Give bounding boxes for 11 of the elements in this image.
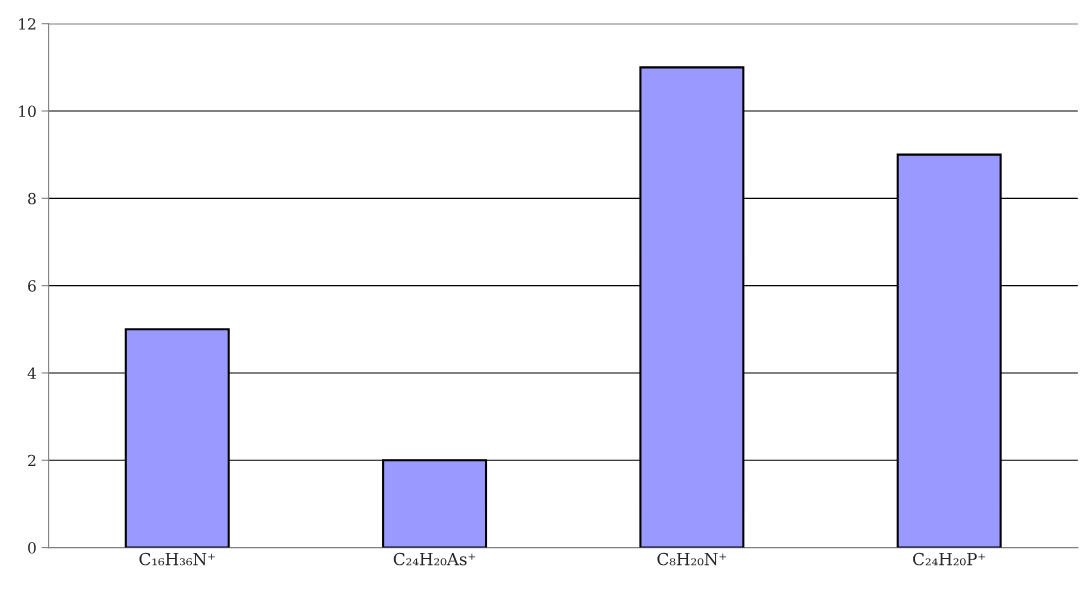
x-tick-label: C₁₆H₃₆N⁺	[139, 552, 215, 566]
y-tick-label: 2	[28, 454, 36, 467]
x-tick-label: C₂₄H₂₀As⁺	[393, 552, 476, 566]
x-tick-label: C₂₄H₂₀P⁺	[913, 552, 986, 566]
y-tick-label: 0	[28, 542, 36, 554]
x-tick-label: C₈H₂₀N⁺	[657, 552, 727, 566]
y-tick-label: 4	[27, 367, 37, 379]
y-tick-label: 6	[28, 280, 36, 292]
y-tick-label: 12	[19, 18, 36, 30]
y-tick-label: 10	[19, 105, 36, 118]
y-tick-label: 8	[28, 192, 36, 205]
